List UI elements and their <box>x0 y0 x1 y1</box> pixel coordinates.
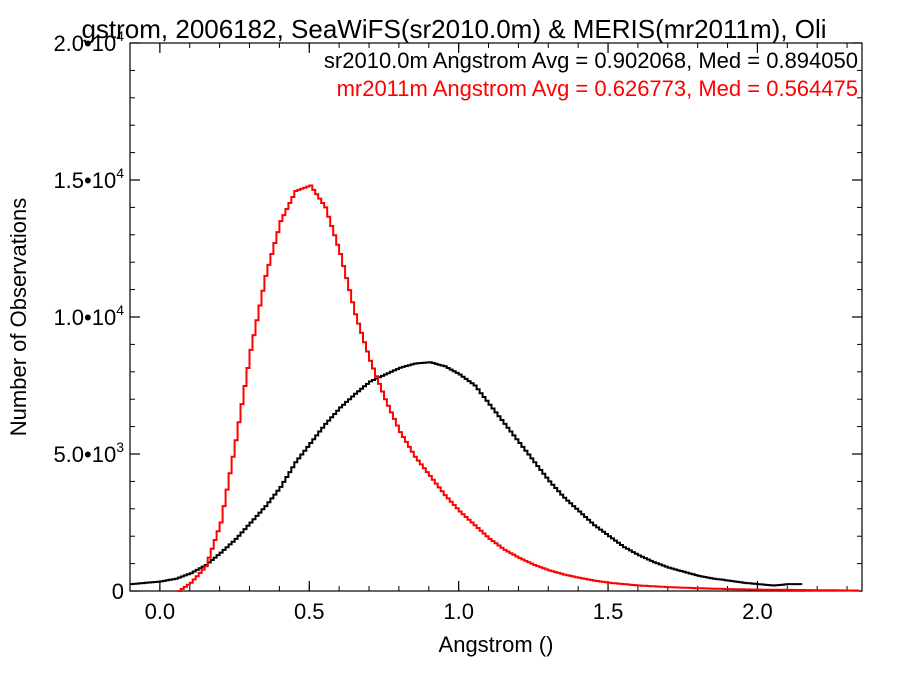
y-tick-mantissa: 1.0•10 <box>53 305 116 330</box>
legend-entry-series-1: sr2010.0m Angstrom Avg = 0.902068, Med =… <box>324 48 858 73</box>
y-tick-exponent: 4 <box>116 28 124 44</box>
y-tick-label: 1.0•104 <box>53 302 124 330</box>
y-tick-mantissa: 0 <box>112 579 124 604</box>
y-tick-label: 5.0•103 <box>53 439 124 467</box>
series-2-line <box>177 184 859 592</box>
x-tick-label: 1.0 <box>443 599 474 624</box>
y-tick-label: 0 <box>112 579 124 604</box>
chart-title: gstrom, 2006182, SeaWiFS(sr2010.0m) & ME… <box>81 14 826 44</box>
x-tick-label: 2.0 <box>742 599 773 624</box>
x-tick-label: 1.5 <box>593 599 624 624</box>
series-1-line <box>130 361 803 587</box>
y-tick-mantissa: 5.0•10 <box>53 442 116 467</box>
y-tick-exponent: 4 <box>116 302 124 318</box>
x-tick-label: 0.0 <box>145 599 176 624</box>
x-axis: 0.0 0.5 1.0 1.5 2.0 <box>129 43 848 624</box>
y-tick-exponent: 4 <box>116 165 124 181</box>
y-tick-mantissa: 2.0•10 <box>53 31 116 56</box>
x-axis-label: Angstrom () <box>439 632 554 657</box>
y-tick-label: 1.5•104 <box>53 165 124 193</box>
y-tick-mantissa: 1.5•10 <box>53 168 116 193</box>
legend-entry-series-2: mr2011m Angstrom Avg = 0.626773, Med = 0… <box>337 76 858 101</box>
plot-frame <box>129 42 863 592</box>
y-tick-exponent: 3 <box>116 439 124 455</box>
y-axis-label: Number of Observations <box>6 198 31 436</box>
series-group <box>130 184 859 592</box>
x-tick-label: 0.5 <box>294 599 325 624</box>
y-tick-label: 2.0•104 <box>53 28 124 56</box>
